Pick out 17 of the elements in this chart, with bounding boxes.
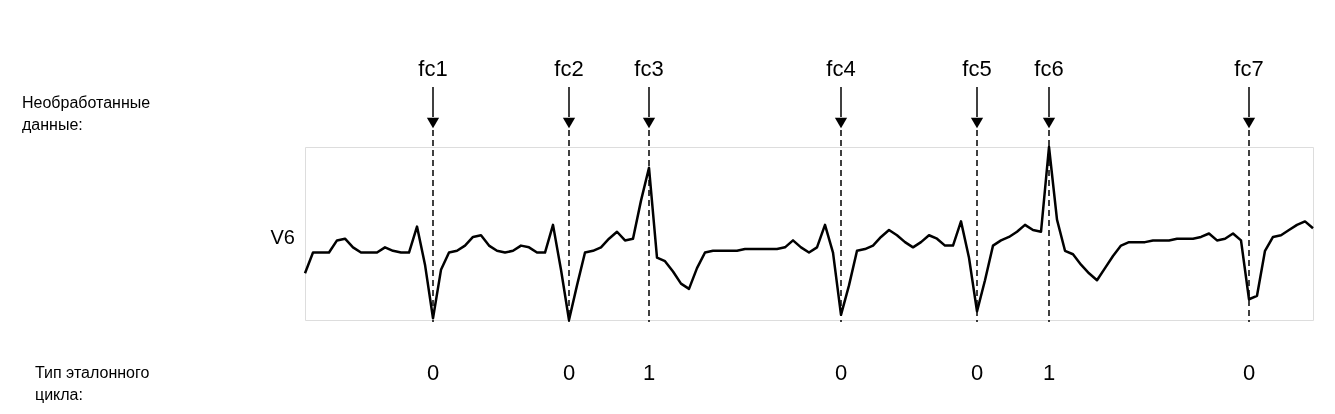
x-tick-label: fc6 [1034, 56, 1064, 81]
text: 0 [562, 360, 576, 385]
text: Необработанные данные: [22, 94, 151, 133]
text: 0 [1242, 360, 1256, 385]
text: 0 [834, 360, 848, 385]
text: 1 [1042, 360, 1056, 385]
series-label: V6 [270, 226, 295, 248]
x-tick-label: fc3 [634, 56, 664, 81]
x-tick-label: fc5 [962, 56, 992, 81]
text: 0 [970, 360, 984, 385]
text: 1 [642, 360, 656, 385]
text: Тип эталонного цикла: [35, 364, 150, 403]
x-tick-label: fc1 [418, 56, 448, 81]
x-tick-label: fc4 [826, 56, 856, 81]
x-tick-label: fc7 [1234, 56, 1264, 81]
x-tick-label: fc2 [554, 56, 584, 81]
text: 0 [426, 360, 440, 385]
